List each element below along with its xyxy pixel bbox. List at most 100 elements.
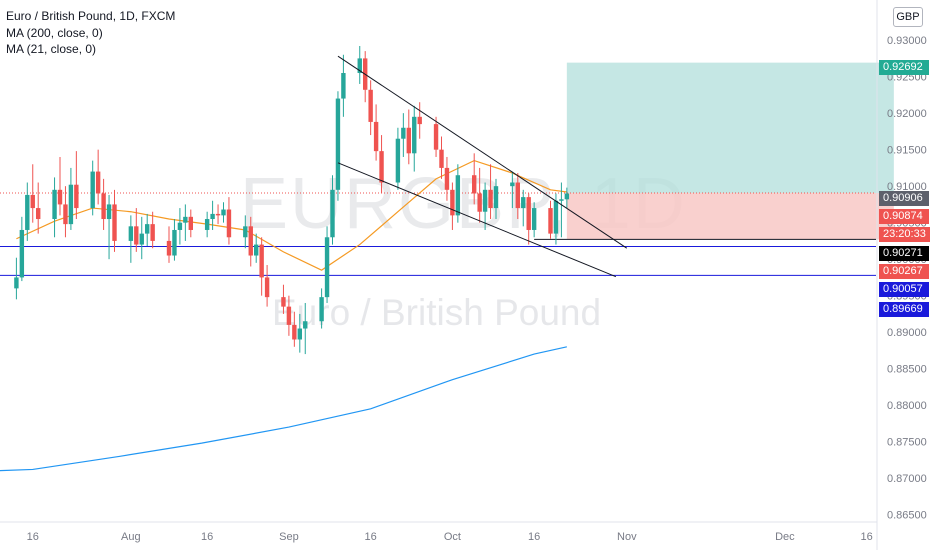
price-label-level-blue: 0.90057 <box>879 282 929 297</box>
candle-body[interactable] <box>215 213 221 216</box>
trendline-1[interactable] <box>337 55 628 249</box>
stop-zone[interactable] <box>566 193 894 240</box>
candle-body[interactable] <box>455 175 461 216</box>
candle-body[interactable] <box>341 73 346 99</box>
candle-body[interactable] <box>319 297 324 322</box>
candle-body[interactable] <box>472 175 477 194</box>
candle-body[interactable] <box>166 240 172 256</box>
candle-body[interactable] <box>14 277 19 289</box>
candle-body[interactable] <box>204 219 210 230</box>
candle-body[interactable] <box>368 89 373 122</box>
candle-body[interactable] <box>101 193 106 220</box>
candle-body[interactable] <box>482 189 488 212</box>
candle-body[interactable] <box>559 199 564 201</box>
candle-body[interactable] <box>128 226 134 241</box>
candle-body[interactable] <box>564 193 570 200</box>
candle-body[interactable] <box>68 184 74 225</box>
candle-body[interactable] <box>439 149 444 168</box>
candle-body[interactable] <box>254 244 259 256</box>
candle-body[interactable] <box>450 189 455 216</box>
candle-body[interactable] <box>493 186 499 209</box>
x-tick-label: 16 <box>528 531 540 543</box>
legend-ma21[interactable]: MA (21, close, 0) <box>6 42 97 56</box>
candle-body[interactable] <box>139 233 144 245</box>
candle-body[interactable] <box>134 226 139 245</box>
candle-body[interactable] <box>188 216 193 230</box>
candle-body[interactable] <box>553 200 559 234</box>
candle-body[interactable] <box>177 222 183 230</box>
price-label-level-red: 0.90267 <box>879 264 929 279</box>
candle-body[interactable] <box>95 171 101 194</box>
candle-body[interactable] <box>373 121 379 152</box>
candle-body[interactable] <box>292 324 297 340</box>
price-label-target: 0.92692 <box>879 60 929 75</box>
candle-body[interactable] <box>226 209 232 238</box>
candle-body[interactable] <box>515 182 520 209</box>
candle-body[interactable] <box>335 98 341 190</box>
candle-body[interactable] <box>25 194 30 230</box>
candle-body[interactable] <box>303 321 308 329</box>
candle-body[interactable] <box>30 194 35 209</box>
x-tick-label: Sep <box>279 531 299 543</box>
y-tick-label: 0.92000 <box>887 108 927 120</box>
price-label-level-blue2: 0.89669 <box>879 302 929 317</box>
candle-body[interactable] <box>63 204 68 225</box>
price-label-current: 0.90906 <box>879 191 929 206</box>
candle-body[interactable] <box>477 193 482 212</box>
candle-body[interactable] <box>281 297 286 307</box>
candle-body[interactable] <box>406 127 411 154</box>
candle-body[interactable] <box>57 189 63 205</box>
candle-body[interactable] <box>150 224 155 241</box>
candle-body[interactable] <box>264 277 270 298</box>
candle-body[interactable] <box>259 244 264 278</box>
countdown-label: 23:20:33 <box>879 227 930 242</box>
ma200-line[interactable] <box>0 346 567 473</box>
candle-body[interactable] <box>297 328 302 340</box>
x-tick-label: Dec <box>775 531 795 543</box>
candle-body[interactable] <box>286 306 292 325</box>
candle-body[interactable] <box>433 124 439 150</box>
candle-body[interactable] <box>324 237 330 298</box>
legend-ma200[interactable]: MA (200, close, 0) <box>6 25 103 40</box>
candle-body[interactable] <box>521 197 526 209</box>
candle-body[interactable] <box>526 197 531 230</box>
legend-symbol[interactable]: Euro / British Pound, 1D, FXCM <box>6 9 176 23</box>
candle-body[interactable] <box>379 151 384 183</box>
candle-body[interactable] <box>52 189 57 220</box>
candle-body[interactable] <box>412 116 417 154</box>
trendline-2[interactable] <box>337 162 617 278</box>
candle-body[interactable] <box>357 58 362 74</box>
chart-legend: Euro / British Pound, 1D, FXCM MA (200, … <box>6 8 175 58</box>
y-tick-label: 0.87000 <box>887 473 927 485</box>
candle-body[interactable] <box>172 229 177 256</box>
candle-body[interactable] <box>330 189 335 238</box>
candle-body[interactable] <box>510 182 515 187</box>
candle-body[interactable] <box>444 167 450 190</box>
ma21-line[interactable] <box>16 159 567 271</box>
candle-body[interactable] <box>548 208 553 234</box>
candle-body[interactable] <box>417 116 422 125</box>
candle-body[interactable] <box>112 204 117 241</box>
candle-body[interactable] <box>145 224 150 234</box>
candle-body[interactable] <box>106 204 112 220</box>
x-tick-label: 16 <box>365 531 377 543</box>
candle-body[interactable] <box>221 209 226 216</box>
candle-body[interactable] <box>210 213 215 220</box>
candle-body[interactable] <box>531 208 537 230</box>
candle-body[interactable] <box>243 226 248 238</box>
x-tick-label: Aug <box>121 531 141 543</box>
candle-body[interactable] <box>183 216 188 223</box>
candle-body[interactable] <box>488 189 493 209</box>
candle-body[interactable] <box>19 229 25 278</box>
candle-body[interactable] <box>36 208 41 220</box>
currency-button[interactable]: GBP <box>893 7 923 27</box>
candle-body[interactable] <box>401 127 406 139</box>
target-zone[interactable] <box>566 62 894 194</box>
candle-body[interactable] <box>90 171 95 209</box>
candle-body[interactable] <box>248 226 253 256</box>
candle-body[interactable] <box>74 184 79 209</box>
x-tick-label: Oct <box>444 531 461 543</box>
candle-body[interactable] <box>395 138 401 183</box>
